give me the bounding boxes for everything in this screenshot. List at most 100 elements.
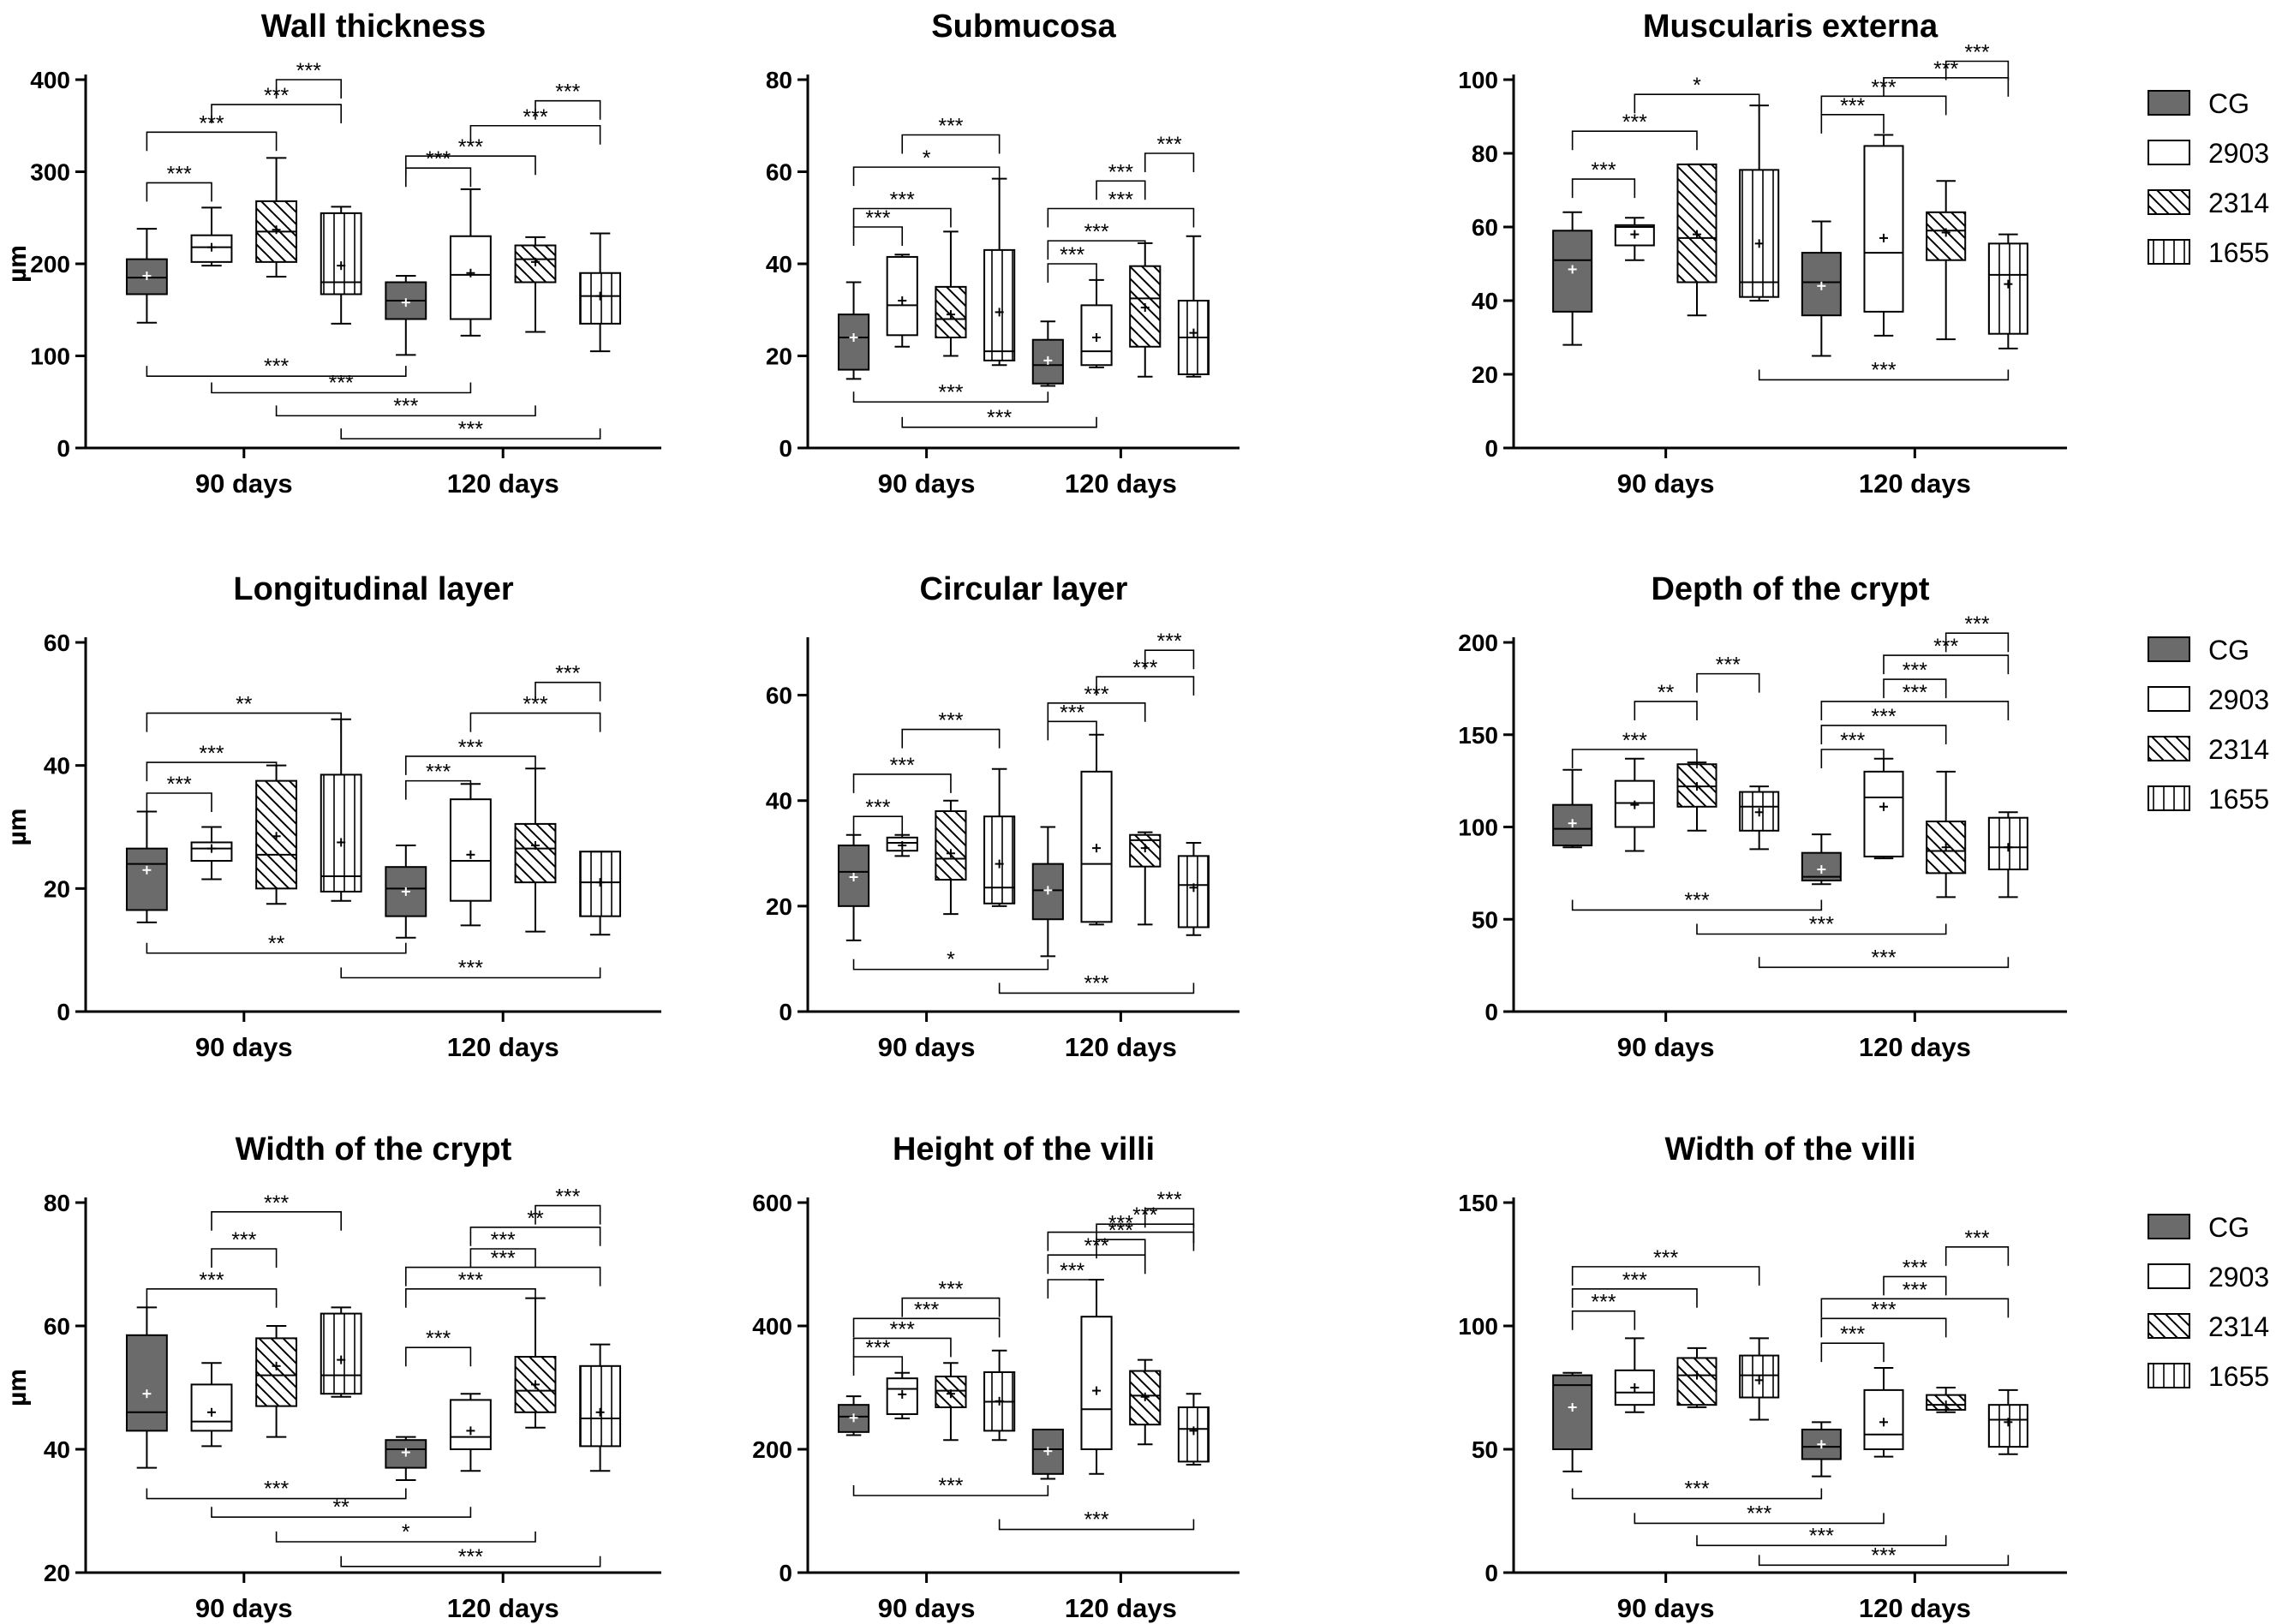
box-2903-120-days: [1863, 134, 1904, 337]
box-2903-90-days: [190, 206, 233, 267]
significance-label: ***: [1084, 971, 1108, 995]
box-1655-120-days: [1177, 1393, 1210, 1466]
significance-bracket: ***: [852, 206, 904, 246]
bracket-line: [146, 131, 278, 152]
significance-label: ***: [199, 1269, 224, 1293]
significance-bracket: ***: [1883, 1256, 1947, 1296]
box-CG-120-days: [385, 274, 427, 356]
box-iqr: [449, 235, 492, 320]
bracket-line: [901, 1297, 1001, 1317]
significance-label: ***: [426, 1327, 451, 1351]
box-CG-120-days: [385, 845, 427, 939]
significance-bracket: ***: [852, 754, 952, 793]
bracket-line: [469, 712, 601, 732]
box-2314-120-days: [1129, 1358, 1162, 1446]
significance-label: ***: [1809, 912, 1834, 936]
significance-bracket: ***: [1944, 612, 2010, 653]
legend-swatch-2903: [2148, 1263, 2190, 1289]
y-tick-label: 20: [766, 893, 792, 920]
significance-bracket: ***: [1758, 946, 2010, 970]
bracket-line: [1571, 749, 1698, 768]
bracket-line: [1571, 1310, 1636, 1330]
significance-label: ***: [458, 1545, 483, 1569]
significance-label: ***: [167, 162, 192, 186]
significance-label: ***: [865, 206, 890, 230]
bracket-line: [852, 1485, 1049, 1496]
box-iqr: [886, 255, 918, 337]
y-tick-label: 60: [766, 159, 792, 186]
box-iqr: [1552, 1374, 1593, 1450]
significance-label: ***: [1964, 41, 1989, 65]
significance-bracket: ***: [340, 417, 601, 441]
bracket-line: [146, 942, 407, 954]
significance-bracket: ***: [469, 1228, 536, 1268]
significance-bracket: ***: [146, 742, 278, 782]
significance-label: ***: [1084, 1508, 1108, 1532]
significance-label: ***: [914, 1298, 939, 1322]
bracket-line: [1047, 1279, 1097, 1299]
y-tick-label: 150: [1458, 1190, 1498, 1216]
box-CG-90-days: [125, 810, 168, 923]
significance-bracket: *: [852, 948, 1049, 972]
x-category-label: 120 days: [1065, 1593, 1177, 1623]
box-CG-90-days: [1552, 768, 1593, 849]
chart-panel-1: Wall thickness 0 100 200 300 400 µm 90 days 120 …: [3, 9, 661, 499]
x-category-label: 120 days: [1859, 1593, 1971, 1623]
y-tick-label: 0: [779, 999, 792, 1025]
y-tick-label: 20: [44, 875, 70, 902]
significance-label: **: [268, 932, 285, 956]
chart-title: Wall thickness: [261, 9, 487, 45]
significance-bracket: ***: [146, 773, 212, 812]
significance-label: ***: [393, 394, 418, 418]
significance-bracket: ***: [1820, 681, 2010, 720]
significance-bracket: ***: [998, 1508, 1195, 1532]
bracket-line: [211, 382, 472, 394]
significance-label: ***: [1871, 705, 1896, 729]
box-2903-90-days: [886, 254, 918, 348]
significance-bracket: ***: [1820, 1278, 2010, 1318]
bracket-line: [211, 1248, 278, 1268]
significance-bracket: ***: [1696, 654, 1760, 693]
box-iqr: [320, 212, 362, 296]
significance-bracket: ***: [1571, 729, 1698, 768]
x-category-label: 90 days: [878, 1032, 976, 1062]
bracket-line: [1820, 1298, 2010, 1318]
bracket-line: [1883, 1275, 1947, 1296]
bracket-line: [405, 1266, 601, 1287]
y-axis-label: µm: [3, 245, 32, 283]
significance-label: ***: [1840, 94, 1865, 118]
significance-bracket: ***: [852, 1474, 1049, 1498]
significance-label: ***: [555, 1185, 580, 1209]
significance-bracket: ***: [1571, 158, 1636, 199]
chart-panel-8: Height of the villi 0 200 400 600 90 days 120 …: [752, 1131, 1240, 1623]
legend-swatch-CG: [2148, 90, 2190, 116]
significance-bracket: **: [211, 1496, 472, 1520]
bracket-line: [1820, 701, 2010, 720]
bracket-line: [1571, 1288, 1698, 1308]
box-iqr: [837, 1404, 870, 1433]
significance-label: ***: [865, 796, 890, 820]
box-CG-90-days: [1552, 1371, 1593, 1472]
legend-swatch-2903: [2148, 140, 2190, 165]
significance-bracket: ***: [1820, 705, 1947, 744]
y-tick-label: 200: [1458, 630, 1498, 656]
significance-label: ***: [329, 372, 354, 396]
bracket-line: [852, 773, 952, 793]
significance-label: ***: [1716, 654, 1741, 678]
significance-bracket: *: [1634, 74, 1760, 114]
bracket-line: [1634, 1513, 1885, 1525]
bracket-line: [535, 1204, 601, 1225]
chart-title: Submucosa: [931, 9, 1116, 45]
bracket-line: [1820, 749, 1885, 768]
significance-label: ***: [1622, 1269, 1647, 1293]
bracket-line: [901, 416, 1097, 428]
significance-label: ***: [890, 188, 915, 212]
box-1655-90-days: [983, 177, 1016, 367]
significance-bracket: ***: [1144, 1188, 1195, 1228]
x-category-label: 90 days: [1617, 1593, 1715, 1623]
box-1655-90-days: [320, 718, 362, 902]
significance-bracket: ***: [405, 1327, 472, 1367]
chart-title: Width of the crypt: [236, 1131, 512, 1167]
significance-bracket: ***: [1820, 729, 1885, 768]
box-CG-120-days: [1801, 833, 1842, 886]
